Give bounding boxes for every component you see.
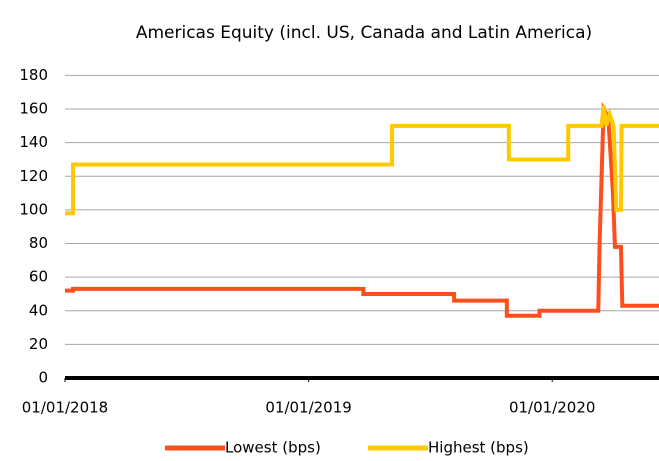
x-tick-label: 01/01/2018 [22,399,108,417]
chart-title: Americas Equity (incl. US, Canada and La… [136,23,592,43]
y-tick-label: 40 [29,301,48,319]
y-tick-label: 160 [19,100,48,118]
y-tick-label: 20 [29,335,48,353]
y-tick-label: 60 [29,268,48,286]
y-tick-label: 100 [19,200,48,218]
line-series [65,101,659,318]
legend-label: Lowest (bps) [225,439,321,457]
y-tick-label: 120 [19,167,48,185]
y-tick-label: 0 [38,369,48,387]
y-tick-label: 140 [19,133,48,151]
legend-label: Highest (bps) [428,439,529,457]
x-tick-label: 01/01/2019 [265,399,351,417]
line-series [65,105,659,216]
y-tick-label: 180 [19,66,48,84]
y-tick-label: 80 [29,234,48,252]
x-tick-label: 01/01/2020 [509,399,595,417]
